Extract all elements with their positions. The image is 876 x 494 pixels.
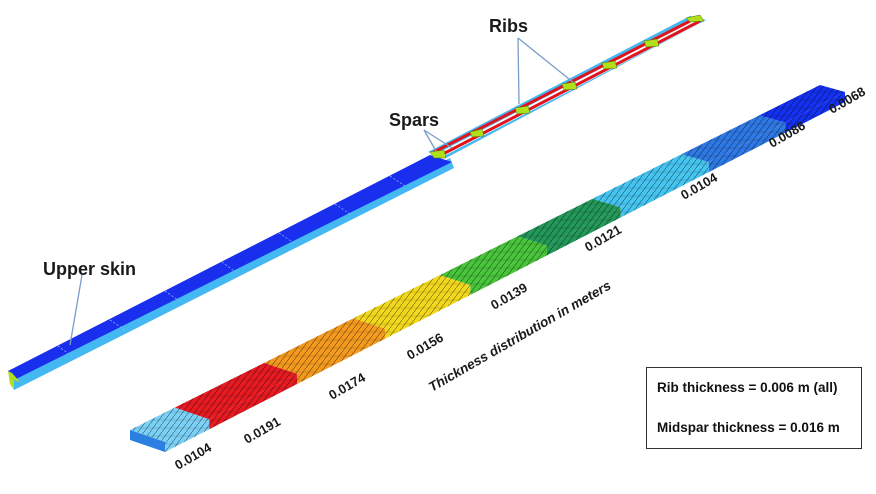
thickness-wing-root-cap <box>130 430 165 452</box>
upper-skin-label: Upper skin <box>43 259 136 279</box>
thickness-segment-mesh-2 <box>264 318 386 374</box>
rib-thickness-text: Rib thickness = 0.006 m (all) <box>657 380 838 395</box>
ribs-leader-1 <box>517 37 520 105</box>
thickness-tick-label-2: 0.0174 <box>326 369 369 402</box>
thickness-segment-mesh-6 <box>592 154 709 208</box>
open-structure <box>428 14 706 159</box>
thickness-segment-side-mesh-7 <box>708 122 786 173</box>
thickness-segment-side-mesh-8 <box>785 92 845 133</box>
thickness-segment-mesh-0 <box>130 407 210 442</box>
thickness-segment-mesh-5 <box>517 198 621 246</box>
left-wing-model <box>8 14 706 390</box>
callout-leaders <box>69 37 575 346</box>
thickness-segment-side-mesh-4 <box>470 245 548 295</box>
left-wing-tip-rib <box>8 371 14 390</box>
upper-skin-leader <box>69 274 83 346</box>
thickness-info-box: Rib thickness = 0.006 m (all) Midspar th… <box>646 367 862 449</box>
thickness-segment-mesh-1 <box>174 362 298 420</box>
thickness-segment-mesh-4 <box>439 236 548 285</box>
thickness-segment-side-mesh-1 <box>209 373 298 430</box>
ribs-leader-2 <box>517 37 575 84</box>
skin-panel-lines <box>57 175 406 358</box>
left-wing-root-end <box>8 371 20 382</box>
thickness-tick-label-3: 0.0156 <box>404 330 446 363</box>
thickness-segment-mesh-8 <box>759 85 845 123</box>
midspar-thickness-text: Midspar thickness = 0.016 m <box>657 420 840 435</box>
thickness-segment-side-mesh-5 <box>547 207 621 256</box>
thickness-wing-model <box>130 85 845 452</box>
thickness-segment-mesh-7 <box>681 115 786 163</box>
spars-leader-1 <box>423 129 437 152</box>
rib-markers <box>429 14 705 159</box>
spars-label: Spars <box>389 110 439 130</box>
thickness-segment-side-mesh-3 <box>385 284 471 339</box>
thickness-segment-side-mesh-2 <box>297 328 386 384</box>
thickness-segment-side-mesh-0 <box>165 419 210 452</box>
thickness-segment-mesh-3 <box>353 275 471 329</box>
ribs-label: Ribs <box>489 16 528 36</box>
spars-leader-2 <box>423 129 453 149</box>
thickness-segment-side-mesh-6 <box>620 162 709 218</box>
thickness-tick-label-1: 0.0191 <box>241 414 283 447</box>
thickness-tick-label-4: 0.0139 <box>488 280 530 313</box>
